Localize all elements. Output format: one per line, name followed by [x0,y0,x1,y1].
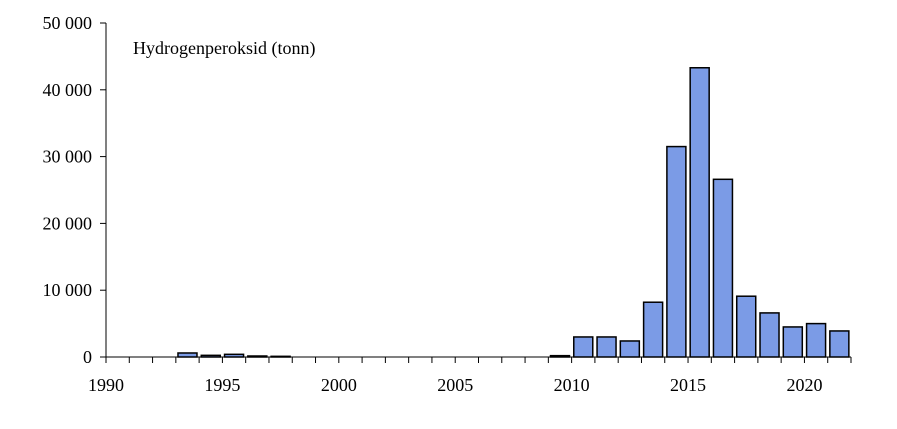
bar-2017 [735,295,757,358]
y-tick-label: 20 000 [43,213,93,233]
y-tick-label: 0 [83,347,92,367]
bar-2011 [596,336,617,358]
tick-labels-group: 0 10 000 20 000 30 000 40 000 50 000 1990 1995 2… [43,13,823,395]
bar-2012 [619,340,641,358]
bar-2014 [666,145,687,358]
x-tick-label: 1990 [88,375,124,395]
bar-2015 [689,67,710,358]
bar-2018 [759,312,780,358]
y-tick-label: 30 000 [43,147,93,167]
y-tick-label: 40 000 [43,80,93,100]
axes-group [100,22,852,363]
bars-group [177,67,850,358]
x-tick-label: 2020 [786,375,822,395]
bar-2010 [573,336,594,358]
bar-2013 [642,301,664,358]
chart-title: Hydrogenperoksid (tonn) [133,38,315,59]
bar-2021 [829,330,850,358]
x-tick-label: 1995 [204,375,240,395]
bar-2016 [712,178,734,358]
y-tick-label: 50 000 [43,13,93,33]
x-tick-label: 2005 [437,375,473,395]
bar-2019 [782,326,804,358]
bar-2020 [805,322,827,358]
x-tick-label: 2000 [321,375,357,395]
x-tick-label: 2010 [554,375,590,395]
y-tick-label: 10 000 [43,280,93,300]
x-tick-label: 2015 [670,375,706,395]
bar-1993 [177,352,198,358]
